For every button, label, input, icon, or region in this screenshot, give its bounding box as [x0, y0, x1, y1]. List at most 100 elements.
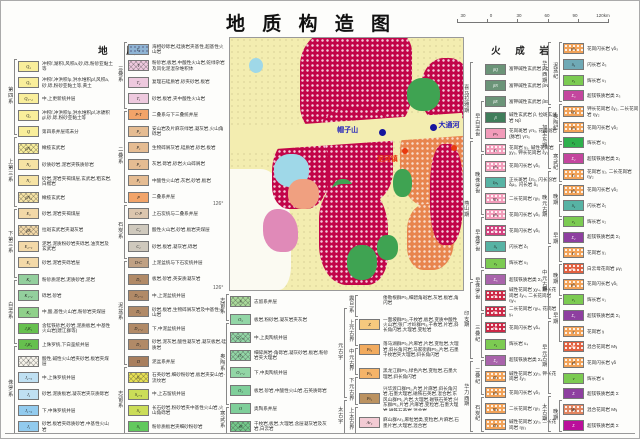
era-label: 三叠纪: [475, 325, 481, 344]
legend-label: 辉长岩 ν₅: [509, 260, 529, 266]
legend-label: 橄榄玄武岩: [42, 145, 65, 151]
legend-item: Mγ 混合花岗岩 Mγ: [563, 339, 639, 355]
era-label: 奥陶系: [220, 354, 226, 372]
legend-swatch: P₁: [128, 175, 149, 187]
legend-item: γ₁ 花岗岩 γ₁: [563, 245, 639, 261]
igneous-col2-period-strip-outer: 华力西期 加里东期 晚元古期 中元古期 早元古期 太古期: [541, 41, 551, 433]
map-unit-green: [376, 234, 398, 260]
town-marker-1[interactable]: [402, 147, 409, 154]
legend-label: 花岗闪长岩 γδ₄: [509, 325, 540, 331]
legend-swatch: γδ: [563, 357, 584, 369]
legend-item: S₂ 长石砂岩,粉砂岩夹中基性火山岩,火山角砾岩: [128, 402, 228, 418]
era-label: 燕山期: [464, 200, 470, 219]
legend-label: 碱性玄武岩 β, 拉斑玄武岩 Nβ: [509, 112, 557, 123]
legend-swatch: γδ₅: [485, 209, 506, 221]
igneous-col1-period-strip-outer: 喜马拉雅期 燕山期 印支期 华力西期: [463, 61, 473, 433]
era-group: 加里东期: [541, 106, 551, 171]
legend-label: 二叠系与下三叠统并层: [152, 112, 198, 118]
legend-item: ν₂ 辉长岩 ν₂: [563, 214, 639, 230]
legend-swatch: γ₁: [563, 247, 584, 259]
geologic-map[interactable]: 帽子山 大通河 泥河镇: [229, 37, 464, 291]
legend-item: Σ₅ 超镁铁质岩类 Σ₅: [485, 271, 559, 287]
scale-label: 30: [460, 13, 466, 18]
legend-item: J₃ 酸性,碱性火山岩夹砂岩,板岩夹煤层: [18, 353, 113, 369]
legend-item: J₁ 砂岩,板岩夹砾质砂岩,中基性火山岩: [18, 419, 113, 435]
legend-item: μγ₁ 白云母花岗岩 μγ₁: [563, 261, 639, 277]
legend-swatch: Ar₃: [359, 417, 380, 429]
legend-item: T₂ 复理石硅质岩,砂夹砂岩,板岩: [128, 74, 228, 90]
legend-label: 粉砂质泥岩,泥质砂岩,泥岩: [42, 276, 96, 282]
volcano-marker-1[interactable]: [379, 128, 387, 136]
legend-swatch: βE: [485, 95, 506, 107]
legend-item: Q₃ 冲积f,冲洪积fp,洪水堆积pf,风积a,砂,砾,粉砂亚黏土等,黄土: [18, 74, 113, 90]
legend-label: 黑龙江群Pt₂,绿色片岩,变粒岩,石墨大理岩,斜长角闪岩: [383, 368, 458, 379]
legend-item: Σ 超镁铁质岩类 Σ: [563, 418, 639, 434]
legend-item: ηγ₄ 二长花岗岩 ηγ₄, 花岗岩 γ₄: [485, 304, 559, 320]
legend-swatch: Q₃: [18, 77, 39, 89]
legend-swatch: N₂: [18, 159, 39, 171]
legend-item: δ₃ 闪长岩 δ₃: [563, 57, 639, 73]
legend-item: K₁₋₂ 砾岩,砂岩: [18, 287, 113, 303]
igneous-col1-period-strip-inner: 早白垩世 晚侏罗世 早侏罗世 早侏罗世 三叠纪 二叠纪 石炭纪: [473, 61, 484, 433]
legend-swatch: ν₄: [485, 338, 506, 350]
era-group: 侏罗系: [3, 345, 17, 435]
legend-swatch: γδ₅: [485, 225, 506, 237]
era-label: 上太古界: [349, 407, 355, 432]
legend-item: P₂ 灰岩,砾岩,砂岩火山碎屑岩: [128, 156, 228, 172]
legend-label: 超镁铁质岩类 Σ₅: [509, 276, 543, 282]
legend-item: D 泥盆系并层: [128, 353, 228, 369]
legend-swatch: Q₂: [18, 109, 39, 121]
legend-swatch: Pt₁: [359, 392, 380, 404]
legend-label: 砂岩,板岩,生物碎屑灰岩及中基性火山岩: [152, 306, 224, 317]
legend-label: 闪长岩 δ₅: [509, 244, 529, 250]
legend-item: O₁₋₂ 下,中奥陶统并层: [230, 364, 330, 382]
legend-label: 花岗闪长岩 γδ₁: [587, 281, 618, 287]
legend-swatch: O₁: [230, 385, 251, 397]
legend-swatch: D₁₋₂: [128, 322, 149, 334]
legend-swatch: ν₅: [485, 257, 506, 269]
legend-item: O 奥陶系并层: [230, 400, 330, 418]
era-group: 晚侏罗世: [473, 153, 484, 216]
legend-item: E₁ 砂岩,泥岩夹砾岩层: [18, 255, 113, 271]
era-label: 志留系: [118, 391, 124, 409]
era-label: 寒武纪: [553, 153, 559, 172]
legend-label: 花岗岩 γ₅, 碱性花岗岩 χγ₅, 钾长花岗岩 ξγ₅: [509, 144, 554, 155]
legend-swatch: J₃K₁: [18, 339, 39, 351]
legend-label: 酸性,碱性火山岩夹砂岩,板岩夹煤层: [42, 355, 109, 367]
blue-site-label-1: 帽子山: [337, 126, 359, 134]
era-group: [473, 61, 484, 100]
era-group: 燕山期: [463, 140, 473, 281]
legend-label: 超镁铁质岩类 Σ₁: [587, 312, 621, 318]
legend-swatch: ν₂: [563, 137, 584, 149]
legend-swatch: Σ: [563, 388, 584, 400]
legend-swatch: S₂₋₃: [128, 388, 149, 400]
legend-item: J₃K₁ 含锰铁砂岩,砂岩,泥质板岩,中基性火山岩(建江群等): [18, 320, 113, 336]
legend-label: 辉长岩 ν₃: [587, 77, 607, 83]
legend-label: 超镁铁质岩类 Σ₃: [587, 93, 621, 99]
era-group: 太古宇: [337, 399, 347, 435]
era-label: 泥盆纪: [553, 62, 559, 81]
legend-item: ν₃ 辉长岩 ν₃: [563, 72, 639, 88]
legend-swatch: ηγ₄: [485, 306, 506, 318]
town-marker-2[interactable]: [451, 145, 458, 152]
legend-item: Σ₂ 超镁铁质岩类 Σ₂: [563, 229, 639, 245]
era-label: 喜马拉雅期: [464, 84, 470, 115]
era-label: 上元古界: [349, 319, 355, 344]
strata-header: 地 层: [98, 46, 144, 57]
legend-swatch: γδ₄: [485, 322, 506, 334]
legend-swatch: N₁: [18, 175, 39, 187]
legend-item: O₃ 板岩,粉砂岩,凝灰岩夹灰岩: [230, 311, 330, 329]
page-title: 地 质 构 造 图: [225, 14, 397, 35]
volcano-marker-2[interactable]: [430, 123, 438, 131]
strata-col4-era-strip-outer: 元古宇 太古宇: [337, 288, 347, 435]
legend-item: Ar₃ 麻山群Ar₃,麻粒岩类,变粒岩,片麻岩,石墨片岩,大理岩,混合岩: [359, 411, 461, 436]
legend-item: D₂₋₃ 中,上泥盆统并层: [128, 287, 228, 303]
legend-label: 上石炭统与二叠系并层: [152, 210, 198, 216]
legend-label: 辉长岩 ν₄: [509, 341, 529, 347]
legend-item: γδ₄ 花岗闪长岩 γδ₄: [485, 320, 559, 336]
legend-label: 超镁铁质岩类 Σ: [587, 391, 619, 397]
legend-item: D₃ 板岩,砂岩,英安质凝灰岩: [128, 271, 228, 287]
igneous-header: 火 成 岩: [491, 46, 555, 57]
legend-swatch: C-P: [128, 207, 149, 219]
legend-item: ν₁ 辉长岩 ν₁: [563, 292, 639, 308]
